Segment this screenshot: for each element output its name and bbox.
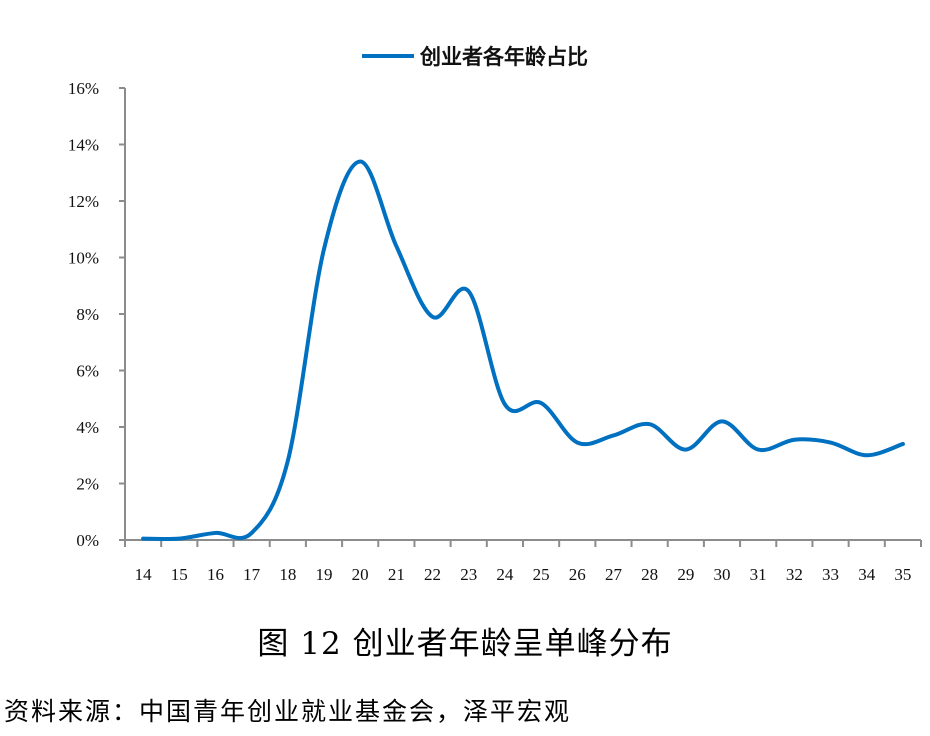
x-tick-label: 19	[316, 565, 333, 584]
x-tick-label: 17	[243, 565, 261, 584]
y-tick-label: 4%	[76, 418, 99, 437]
x-tick-label: 24	[496, 565, 514, 584]
x-tick-label: 18	[279, 565, 296, 584]
chart-legend: 创业者各年龄占比	[362, 45, 588, 69]
y-tick-label: 10%	[68, 249, 99, 268]
x-tick-label: 25	[533, 565, 550, 584]
x-tick-label: 16	[207, 565, 224, 584]
x-tick-label: 15	[171, 565, 188, 584]
x-tick-label: 33	[822, 565, 839, 584]
y-tick-label: 12%	[68, 192, 99, 211]
x-tick-label: 35	[894, 565, 911, 584]
y-tick-label: 16%	[68, 79, 99, 98]
line-chart: 创业者各年龄占比 0% 2% 4% 6% 8% 10% 12% 14% 16% 14 15 16 17…	[68, 45, 922, 584]
x-tick-label: 32	[786, 565, 803, 584]
y-tick-label: 0%	[76, 531, 99, 550]
x-tick-label: 34	[858, 565, 876, 584]
y-tick-label: 6%	[76, 362, 99, 381]
x-tick-label: 22	[424, 565, 441, 584]
x-tick-label: 27	[605, 565, 623, 584]
x-tick-label: 21	[388, 565, 405, 584]
figure-caption: 图 12 创业者年龄呈单峰分布	[257, 626, 673, 662]
series-line-entrepreneur-age-share	[141, 159, 905, 542]
x-axis: 14 15 16 17 18 19 20 21 22 23 24 25 26 27 28 29 30 31 32 33…	[119, 539, 922, 584]
x-tick-label: 20	[352, 565, 369, 584]
y-tick-label: 8%	[76, 305, 99, 324]
y-tick-label: 2%	[76, 475, 99, 494]
y-tick-label: 14%	[68, 136, 99, 155]
x-tick-label: 23	[460, 565, 477, 584]
x-tick-label: 31	[750, 565, 767, 584]
x-tick-label: 14	[135, 565, 153, 584]
x-tick-label: 30	[714, 565, 731, 584]
x-tick-label: 29	[677, 565, 694, 584]
x-tick-label: 26	[569, 565, 586, 584]
legend-label: 创业者各年龄占比	[419, 45, 588, 69]
y-axis: 0% 2% 4% 6% 8% 10% 12% 14% 16%	[68, 79, 126, 550]
source-note: 资料来源：中国青年创业就业基金会，泽平宏观	[4, 697, 572, 726]
x-tick-label: 28	[641, 565, 658, 584]
